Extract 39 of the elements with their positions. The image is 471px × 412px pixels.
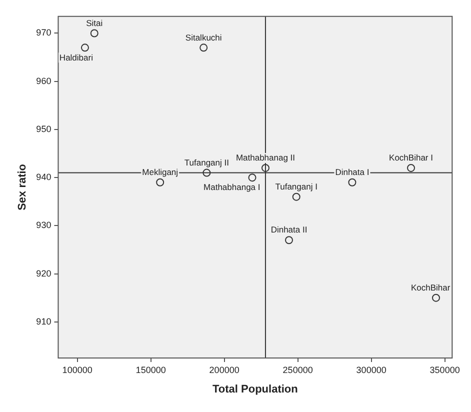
y-tick-label: 940 <box>36 172 52 182</box>
annotation: Sitai <box>86 18 103 28</box>
y-tick-label: 960 <box>36 76 52 86</box>
annotation: Mekliganj <box>142 166 178 177</box>
y-tick-label: 930 <box>36 220 52 230</box>
annotation: Mathabhanag II <box>236 152 296 163</box>
x-tick-label: 200000 <box>209 364 240 375</box>
point <box>348 178 356 186</box>
point <box>248 174 256 182</box>
y-tick-label: 970 <box>36 28 52 38</box>
point <box>156 178 164 186</box>
point <box>202 168 211 177</box>
y-tick-label: 910 <box>36 316 52 326</box>
x-tick-label: 250000 <box>282 364 313 375</box>
annotation: KochBihar <box>410 282 450 292</box>
x-axis-title: Total Population <box>212 383 298 396</box>
point <box>261 164 270 172</box>
annotation: Haldibari <box>59 52 94 62</box>
point <box>432 294 440 302</box>
x-tick-label: 100000 <box>62 364 92 375</box>
y-axis-title: Sex ratio <box>16 164 29 210</box>
annotation: Tufanganj I <box>275 181 318 192</box>
point <box>80 44 89 52</box>
y-tick-label: 950 <box>36 124 52 134</box>
annotation: Sitalkuchi <box>185 32 222 42</box>
point <box>90 29 98 38</box>
x-tick-label: 350000 <box>430 364 460 375</box>
annotation: Mathabhanga I <box>204 182 260 192</box>
y-tick-label: 920 <box>36 268 52 278</box>
point <box>285 236 293 244</box>
x-tick-label: 150000 <box>136 364 166 375</box>
point <box>200 44 208 52</box>
annotation: Dinhata I <box>335 166 370 177</box>
annotation: Tufanganj II <box>184 157 229 168</box>
point <box>292 192 300 201</box>
point <box>407 164 416 172</box>
x-tick-label: 300000 <box>356 364 386 375</box>
annotation: Dinhata II <box>270 224 308 235</box>
annotation: KochBihar I <box>389 152 433 163</box>
